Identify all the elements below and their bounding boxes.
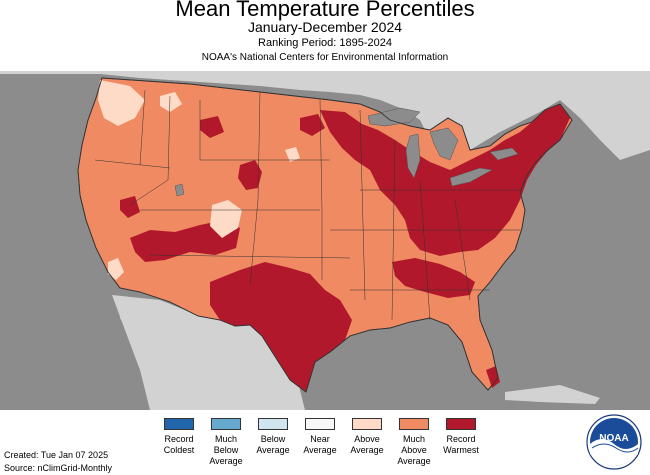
great-lakes: [174, 107, 519, 197]
noaa-logo: NOAA: [586, 414, 642, 470]
legend-item-record-coldest: Record Coldest: [155, 418, 203, 456]
record-southwest: [130, 220, 240, 262]
legend-label: Near Average: [303, 434, 337, 455]
percentile-map: [0, 71, 650, 410]
legend-label: Below Average: [256, 434, 290, 455]
above-average-regions: [98, 80, 300, 280]
lake-ontario: [489, 147, 519, 161]
legend-item-below-average: Below Average: [249, 418, 297, 456]
map-period: January-December 2024: [247, 19, 403, 35]
lake-erie: [449, 167, 493, 187]
legend-swatch: [399, 418, 429, 430]
above-montana: [160, 92, 182, 112]
legend-item-much-below-average: Much Below Average: [202, 418, 250, 467]
data-source: Source: nClimGrid-Monthly: [4, 463, 113, 473]
legend-label: Record Warmest: [443, 434, 479, 455]
record-dakota-patch: [300, 114, 325, 136]
record-idaho-patch: [200, 116, 224, 138]
lake-michigan: [405, 133, 421, 179]
record-midsouth: [392, 258, 475, 298]
legend-swatch: [258, 418, 288, 430]
lake-superior: [367, 107, 421, 127]
record-texas: [210, 262, 352, 392]
legend-label: Record Coldest: [163, 434, 195, 455]
legend-swatch: [305, 418, 335, 430]
above-colorado: [210, 200, 242, 238]
legend-swatch: [446, 418, 476, 430]
legend: Record Coldest Much Below Average Below …: [155, 418, 485, 473]
legend-item-above-average: Above Average: [343, 418, 391, 456]
source-organization: NOAA's National Centers for Environmenta…: [201, 52, 449, 63]
map-svg: [0, 71, 650, 410]
legend-swatch: [352, 418, 382, 430]
above-dakota: [285, 147, 300, 162]
map-title: Mean Temperature Percentiles: [175, 0, 475, 21]
legend-label: Above Average: [350, 434, 384, 455]
great-salt-lake: [174, 183, 185, 197]
canada-land: [0, 71, 650, 160]
created-date: Created: Tue Jan 07 2025: [4, 450, 109, 460]
legend-item-record-warmest: Record Warmest: [437, 418, 485, 456]
lake-huron: [429, 127, 459, 161]
legend-item-much-above-average: Much Above Average: [390, 418, 438, 467]
record-warmest-regions: [120, 104, 570, 392]
above-pacific-nw: [98, 80, 145, 126]
legend-label: Much Below Average: [209, 434, 243, 466]
baja-land: [118, 296, 152, 365]
legend-swatch: [164, 418, 194, 430]
record-plains-patch: [238, 160, 262, 190]
ranking-period: Ranking Period: 1895-2024: [258, 37, 392, 49]
legend-item-near-average: Near Average: [296, 418, 344, 456]
conus-outline: [77, 77, 573, 393]
record-northeast: [320, 104, 570, 256]
noaa-logo-text: NOAA: [599, 433, 628, 444]
state-boundaries: [94, 89, 520, 321]
above-california: [108, 258, 124, 280]
cuba-land: [505, 385, 600, 404]
legend-swatch: [211, 418, 241, 430]
legend-label: Much Above Average: [397, 434, 431, 466]
